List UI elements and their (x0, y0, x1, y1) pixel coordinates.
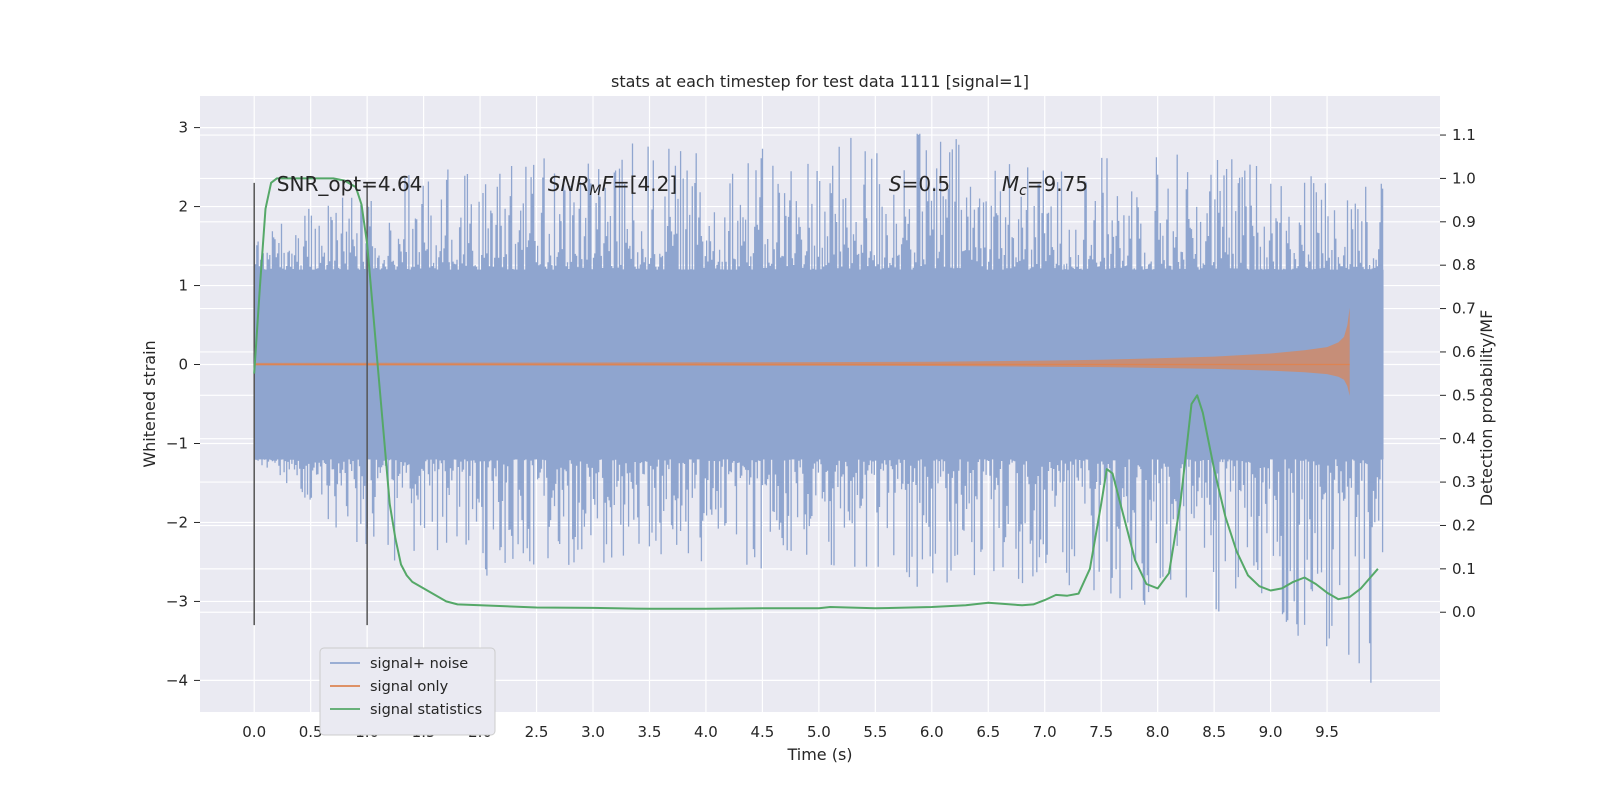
y-tick-label: 2 (178, 198, 188, 216)
legend-box (319, 647, 496, 736)
y2-tick-label: 0.0 (1452, 603, 1476, 621)
x-tick-label: 6.5 (976, 723, 1000, 741)
x-tick-label: 7.0 (1033, 723, 1057, 741)
legend-label-signal-only: signal only (370, 679, 449, 695)
annotation: SNR_opt=4.64 (277, 172, 423, 196)
legend-label-signal-plus-noise: signal+ noise (370, 656, 468, 672)
x-tick-label: 9.5 (1315, 723, 1339, 741)
x-tick-label: 8.5 (1202, 723, 1226, 741)
x-tick-label: 6.0 (920, 723, 944, 741)
y-tick-label: −1 (166, 434, 188, 452)
series-signal-statistics (253, 177, 1379, 610)
annotation: S=0.5 (889, 172, 950, 196)
signal-statistics-line (253, 177, 1379, 610)
y2-tick-label: 0.1 (1452, 560, 1476, 578)
x-tick-label: 8.0 (1146, 723, 1170, 741)
y-axis-label: Whitened strain (140, 340, 159, 467)
chart-title: stats at each timestep for test data 111… (611, 72, 1029, 91)
x-tick-label: 4.5 (750, 723, 774, 741)
y2-tick-label: 0.7 (1452, 300, 1476, 318)
series-signal-only (254, 307, 1350, 396)
y-tick-label: 3 (178, 119, 188, 137)
x-tick-label: 0.0 (242, 723, 266, 741)
y2-tick-label: 1.0 (1452, 169, 1476, 187)
legend: signal+ noise signal only signal statist… (319, 647, 496, 736)
vertical-markers (253, 182, 368, 626)
x-tick-label: 5.5 (863, 723, 887, 741)
annotation: SNRMF=[4.2] (548, 172, 677, 199)
y2-tick-label: 0.8 (1452, 256, 1476, 274)
x-tick-label: 3.0 (581, 723, 605, 741)
x-axis-ticks: 0.00.51.01.52.02.53.03.54.04.55.05.56.06… (242, 723, 1339, 741)
x-tick-label: 2.5 (525, 723, 549, 741)
y2-tick-label: 0.9 (1452, 213, 1476, 231)
y2-tick-label: 0.2 (1452, 516, 1476, 534)
y2-tick-label: 0.6 (1452, 343, 1476, 361)
x-tick-label: 7.5 (1089, 723, 1113, 741)
x-tick-label: 3.5 (638, 723, 662, 741)
y-tick-label: −2 (166, 513, 188, 531)
y2-tick-label: 0.4 (1452, 430, 1476, 448)
y2-tick-label: 1.1 (1452, 126, 1476, 144)
annotations: SNR_opt=4.64 SNRMF=[4.2] S=0.5 Mc=9.75 (277, 172, 1088, 199)
x-tick-label: 5.0 (807, 723, 831, 741)
x-axis-label: Time (s) (786, 745, 852, 764)
y2-tick-label: 0.3 (1452, 473, 1476, 491)
legend-label-signal-statistics: signal statistics (370, 702, 482, 718)
y-tick-label: 0 (178, 356, 188, 374)
annotation: Mc=9.75 (1002, 172, 1088, 199)
y-axis-ticks: −4 −3 −2 −1 0 1 2 3 (166, 119, 200, 689)
y-tick-label: 1 (178, 277, 188, 295)
y2-tick-label: 0.5 (1452, 386, 1476, 404)
x-tick-label: 4.0 (694, 723, 718, 741)
y2-axis-label: Detection probability/MF (1477, 310, 1496, 507)
y-tick-label: −4 (166, 671, 188, 689)
y2-axis-ticks: 0.0 0.1 0.2 0.3 0.4 0.5 0.6 0.7 0.8 0.9 1.0 1.1 (1440, 126, 1476, 621)
x-tick-label: 0.5 (299, 723, 323, 741)
x-tick-label: 9.0 (1259, 723, 1283, 741)
y-tick-label: −3 (166, 592, 188, 610)
